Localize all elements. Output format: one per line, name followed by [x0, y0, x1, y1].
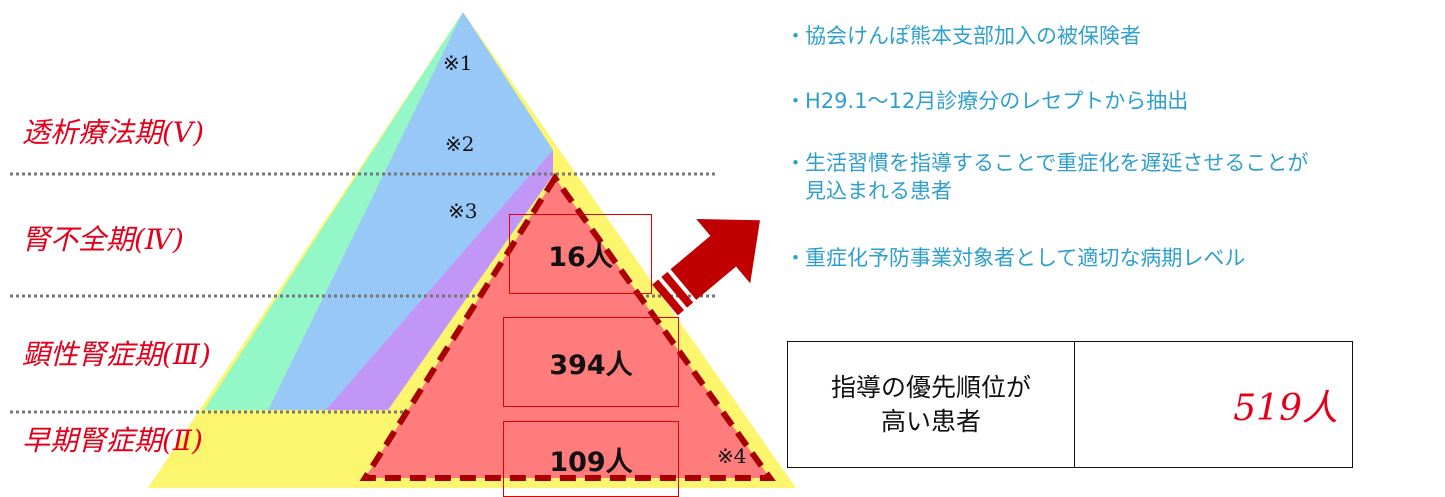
bullet-dot: ・ [785, 246, 806, 270]
bullet-dot: ・ [785, 151, 806, 175]
stage-label-3: 顕性腎症期(Ⅲ) [22, 338, 211, 371]
count-stage2: 109人 [503, 421, 679, 497]
criteria-text: H29.1～12月診療分のレセプトから抽出 [805, 89, 1189, 113]
priority-summary-table: 指導の優先順位が 高い患者 519人 [787, 341, 1353, 468]
note-2: ※2 [445, 132, 475, 156]
count-stage3: 394人 [503, 317, 679, 407]
bullet-dot: ・ [785, 24, 806, 48]
stage-label-2: 早期腎症期(Ⅱ) [22, 424, 203, 457]
note-4: ※4 [717, 444, 747, 468]
bullet-dot: ・ [785, 89, 806, 113]
band-purple-upper [326, 175, 553, 410]
count-stage4: 16人 [509, 214, 652, 294]
summary-label: 指導の優先順位が 高い患者 [788, 342, 1075, 467]
stage-label-5: 透析療法期(Ⅴ) [22, 116, 205, 149]
summary-value: 519人 [1233, 387, 1338, 429]
target-triangle [359, 172, 776, 481]
note-3: ※3 [448, 199, 478, 223]
band-blue [268, 12, 553, 410]
criteria-item: ・ 協会けんぽ熊本支部加入の被保険者 [785, 22, 1440, 50]
note-1: ※1 [443, 51, 473, 75]
criteria-text: 協会けんぽ熊本支部加入の被保険者 [805, 24, 1141, 48]
arrow-icon [652, 218, 760, 316]
criteria-item: ・ 重症化予防事業対象者として適切な病期レベル [785, 244, 1440, 272]
criteria-text: 生活習慣を指導することで重症化を遅延させることが 見込まれる患者 [805, 151, 1309, 203]
criteria-text: 重症化予防事業対象者として適切な病期レベル [805, 246, 1246, 270]
criteria-item: ・ 生活習慣を指導することで重症化を遅延させることが 見込まれる患者 [785, 149, 1440, 205]
stage-label-4: 腎不全期(Ⅳ) [22, 223, 184, 256]
criteria-item: ・ H29.1～12月診療分のレセプトから抽出 [785, 87, 1440, 115]
band-green [204, 12, 463, 410]
